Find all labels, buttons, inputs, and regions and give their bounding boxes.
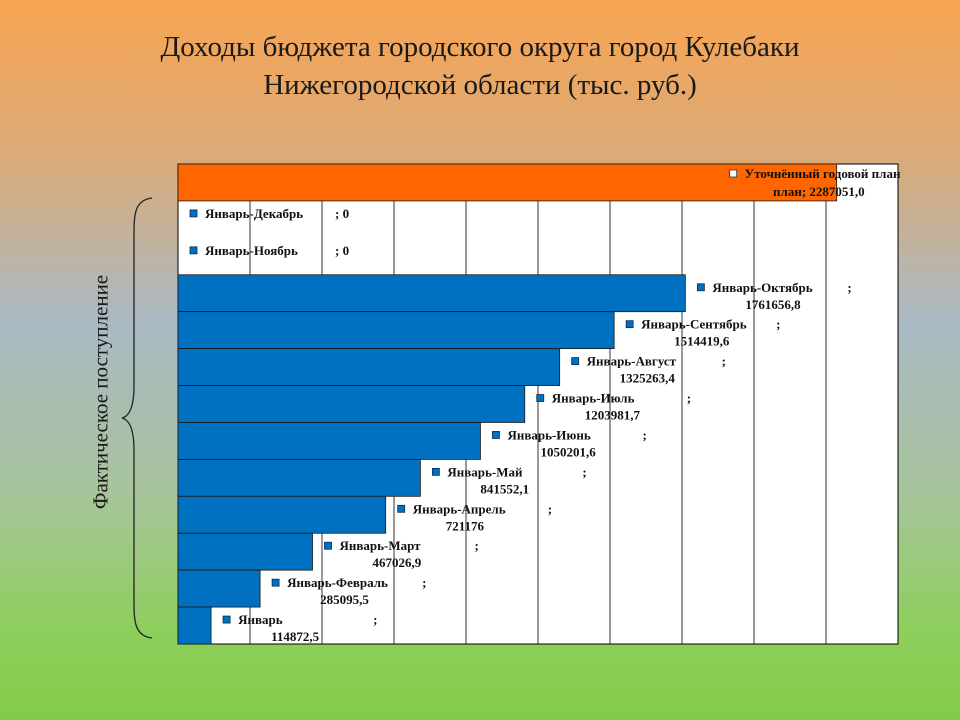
- bar: [177, 385, 526, 423]
- data-label-name: Январь-Декабрь: [205, 206, 303, 221]
- data-label-value: 114872,5: [271, 629, 320, 644]
- legend-key-icon: [571, 357, 580, 366]
- data-labels: Уточнённый годовой план план; 2287051,0 Ян…: [189, 166, 901, 644]
- legend-key-icon: [696, 283, 705, 292]
- legend-key-icon: [729, 169, 738, 178]
- bar: [177, 532, 313, 571]
- data-label: Январь-Май ; 841552,1: [431, 464, 587, 496]
- legend-key-icon: [492, 431, 500, 439]
- data-label: Январь-Ноябрь ; 0: [189, 243, 349, 258]
- legend-key-icon: [397, 504, 406, 513]
- data-label-name: Январь-Май: [447, 464, 523, 479]
- data-label-separator: ;: [422, 575, 426, 590]
- data-label: Уточнённый годовой план план; 2287051,0: [729, 166, 901, 199]
- data-label: Январь-Июнь ; 1050201,6: [492, 427, 647, 459]
- chart-title-line-1: Доходы бюджета городского округа город К…: [160, 31, 800, 63]
- legend-key-icon: [625, 320, 634, 329]
- data-label-name: Январь-Ноябрь: [205, 243, 298, 258]
- data-label-name: Январь-Июль: [552, 391, 635, 406]
- bar: [177, 458, 421, 497]
- data-label-name: Январь-Октябрь: [712, 280, 812, 295]
- bar: [177, 606, 212, 645]
- legend-key-icon: [222, 615, 231, 624]
- legend-key-icon: [189, 246, 198, 255]
- data-label: Январь-Апрель ; 721176: [397, 501, 552, 533]
- data-label-separator: ;: [847, 280, 851, 295]
- data-label-name: Январь-Февраль: [287, 575, 388, 590]
- data-label-name: Январь-Апрель: [413, 501, 506, 516]
- data-label-separator: ;: [373, 612, 377, 627]
- data-label-value: 1203981,7: [585, 408, 641, 423]
- data-label-value: 841552,1: [480, 481, 529, 496]
- data-label-name: Уточнённый годовой план: [745, 166, 901, 181]
- bar: [177, 495, 387, 534]
- data-label: Январь-Декабрь ; 0: [189, 206, 349, 221]
- data-label: Январь ; 114872,5: [222, 612, 377, 644]
- data-label-value: 1514419,6: [674, 334, 730, 349]
- legend-key-icon: [271, 578, 280, 587]
- data-label-separator: ;: [776, 317, 780, 332]
- data-label-name: Январь-Март: [340, 538, 422, 553]
- data-label: Январь-Сентябрь ; 1514419,6: [625, 317, 780, 349]
- data-label-value: ; 0: [335, 206, 349, 221]
- data-label-value: 285095,5: [320, 592, 369, 607]
- data-label-separator: ;: [548, 501, 552, 516]
- data-label: Январь-Март ; 467026,9: [324, 538, 479, 570]
- data-label-name: Январь-Август: [587, 354, 677, 369]
- data-label-value: план; 2287051,0: [773, 184, 865, 199]
- bar: [177, 422, 481, 460]
- data-label-separator: ;: [642, 427, 646, 442]
- legend-key-icon: [324, 541, 332, 550]
- chart-title-line-2: Нижегородской области (тыс. руб.): [263, 69, 697, 101]
- chart-title: Доходы бюджета городского округа город К…: [80, 28, 880, 104]
- bar: [177, 569, 261, 608]
- bar: [177, 163, 838, 202]
- bar: [177, 348, 561, 386]
- data-label: Январь-Октябрь ; 1761656,8: [696, 280, 852, 312]
- data-label: Январь-Февраль ; 285095,5: [271, 575, 426, 607]
- data-label-name: Январь: [238, 612, 283, 627]
- bar: [177, 311, 615, 350]
- data-label-value: 721176: [446, 518, 485, 533]
- brace-icon: [121, 197, 153, 639]
- data-label: Январь-Август ; 1325263,4: [571, 354, 726, 386]
- data-label-value: 1050201,6: [540, 444, 596, 459]
- data-label-value: 467026,9: [373, 555, 422, 570]
- legend-key-icon: [431, 467, 440, 476]
- data-label-separator: ;: [475, 538, 479, 553]
- bar: [177, 274, 686, 313]
- data-label-value: ; 0: [335, 243, 349, 258]
- data-label-value: 1325263,4: [620, 371, 676, 386]
- data-label-name: Январь-Июнь: [507, 427, 590, 442]
- data-label: Январь-Июль ; 1203981,7: [536, 391, 691, 423]
- data-label-name: Январь-Сентябрь: [641, 317, 747, 332]
- data-label-separator: ;: [582, 464, 586, 479]
- legend-key-icon: [536, 394, 545, 402]
- legend-key-icon: [189, 209, 198, 218]
- data-label-value: 1761656,8: [745, 297, 801, 312]
- data-label-separator: ;: [722, 354, 726, 369]
- data-label-separator: ;: [687, 391, 691, 406]
- bars: [177, 163, 838, 645]
